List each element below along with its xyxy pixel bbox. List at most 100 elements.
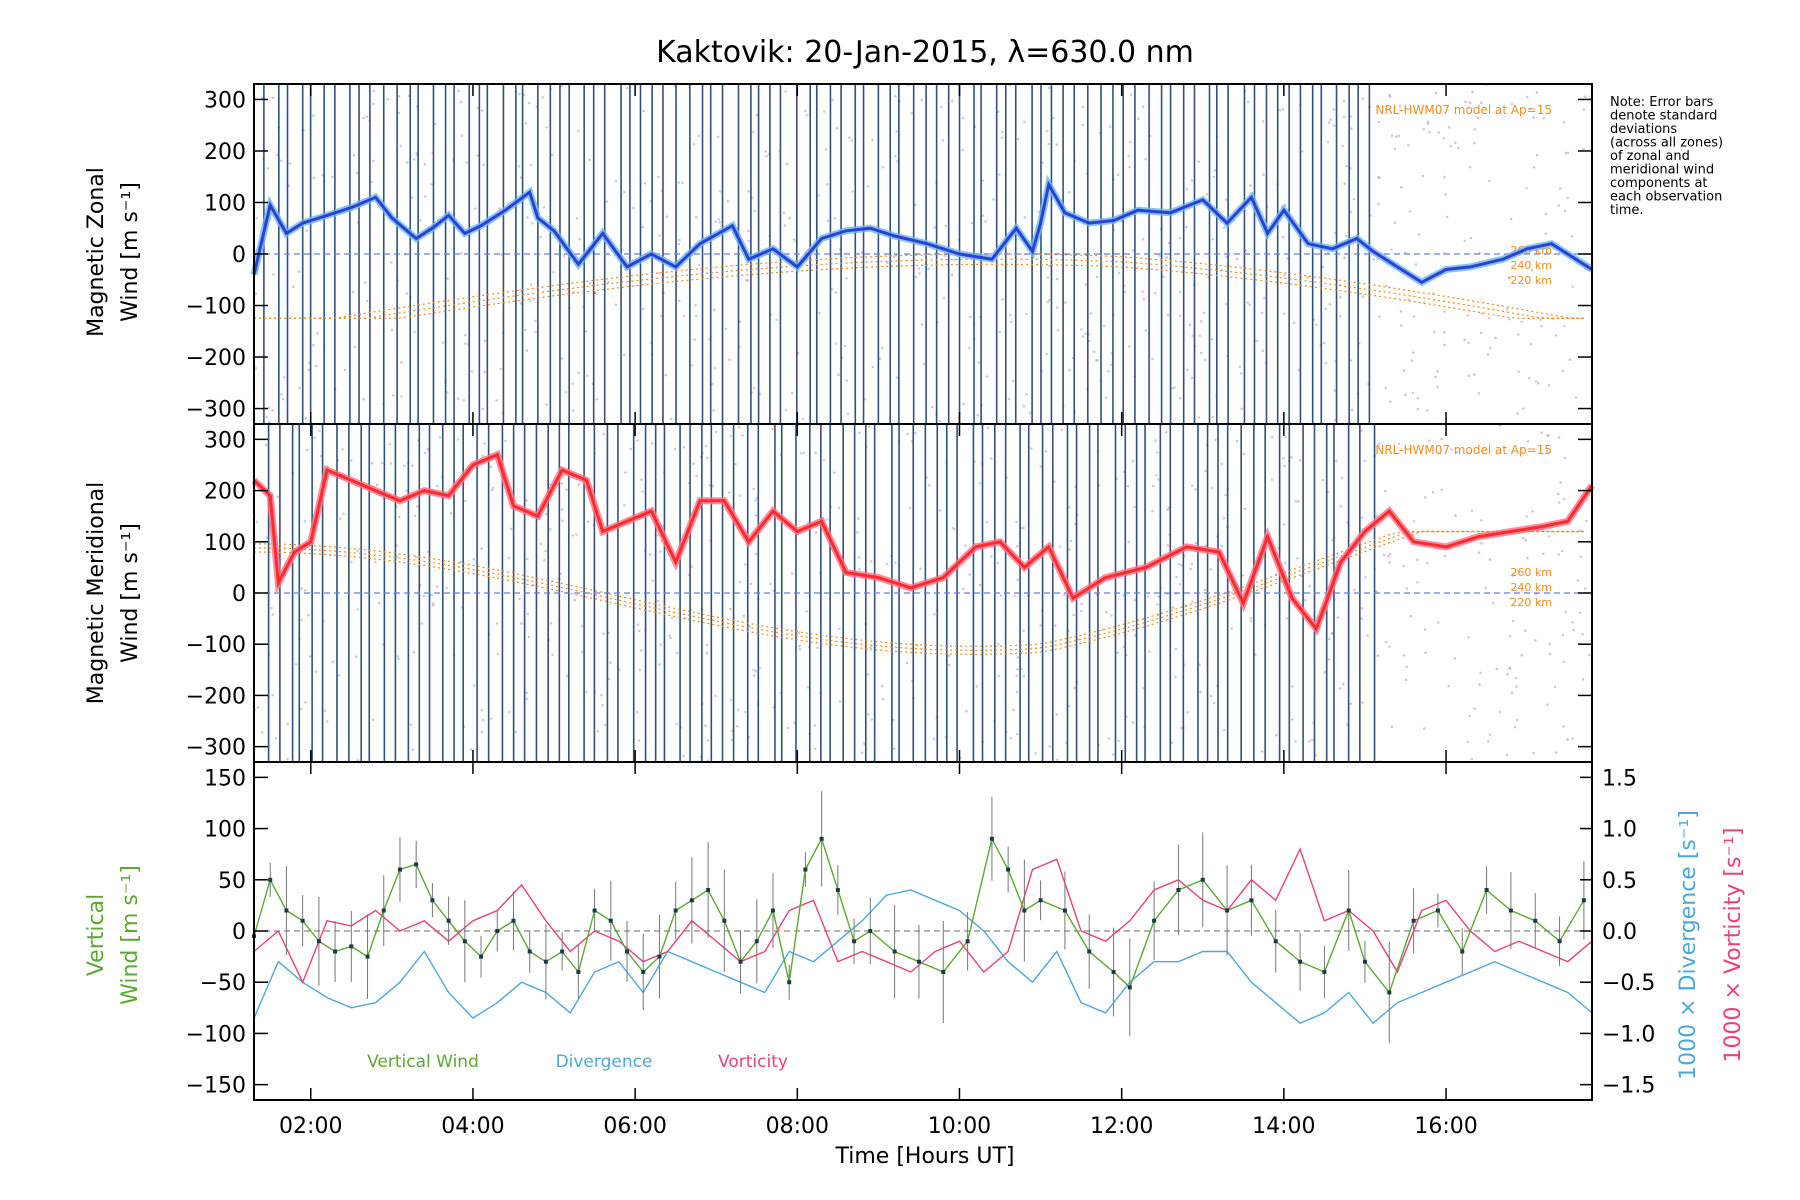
scatter-point	[406, 161, 409, 164]
scatter-point	[706, 739, 710, 742]
scatter-point	[397, 95, 401, 98]
scatter-point	[1034, 752, 1037, 755]
scatter-point	[1378, 442, 1381, 446]
scatter-point	[1524, 539, 1528, 542]
scatter-point	[1491, 602, 1495, 605]
vertical-wind-point	[1006, 867, 1011, 872]
vertical-wind-point	[511, 918, 516, 923]
scatter-point	[1522, 536, 1525, 540]
scatter-point	[1433, 330, 1436, 334]
scatter-point	[1332, 108, 1336, 111]
scatter-point	[431, 602, 435, 605]
scatter-point	[641, 225, 644, 229]
scatter-point	[1214, 438, 1217, 442]
scatter-point	[551, 653, 554, 657]
scatter-point	[1151, 509, 1154, 513]
scatter-point	[651, 579, 654, 582]
scatter-point	[914, 203, 917, 206]
scatter-point	[1022, 526, 1026, 530]
scatter-point	[833, 217, 836, 220]
scatter-point	[1382, 553, 1386, 557]
scatter-point	[1424, 651, 1427, 654]
scatter-point	[1055, 713, 1058, 716]
scatter-point	[1479, 519, 1483, 522]
scatter-point	[918, 272, 921, 275]
scatter-point	[1127, 154, 1130, 158]
scatter-point	[1341, 144, 1345, 148]
scatter-point	[356, 608, 359, 611]
scatter-point	[1571, 620, 1574, 624]
scatter-point	[866, 185, 870, 188]
y-tick-label: −200	[186, 346, 246, 371]
scatter-point	[1322, 341, 1326, 345]
scatter-point	[1515, 718, 1519, 722]
vertical-wind-point	[803, 867, 808, 872]
vertical-wind-point	[868, 929, 873, 933]
scatter-point	[917, 267, 921, 270]
scatter-point	[286, 722, 289, 726]
scatter-point	[388, 443, 392, 446]
vertical-wind-point	[608, 918, 613, 923]
scatter-point	[372, 102, 375, 106]
scatter-point	[1102, 324, 1106, 328]
scatter-point	[1434, 91, 1438, 95]
vertical-wind-point	[1362, 959, 1367, 964]
scatter-point	[752, 668, 755, 672]
scatter-point	[986, 426, 990, 430]
scatter-point	[1308, 739, 1311, 743]
scatter-point	[412, 158, 416, 161]
scatter-point	[1542, 116, 1546, 120]
scatter-point	[1111, 753, 1115, 756]
scatter-point	[1240, 372, 1243, 375]
scatter-point	[499, 367, 503, 371]
scatter-point	[1480, 312, 1483, 315]
y-tick-label: 50	[218, 869, 246, 894]
scatter-point	[527, 635, 531, 639]
scatter-point	[996, 643, 1000, 646]
scatter-point	[673, 447, 677, 451]
scatter-point	[1566, 196, 1569, 200]
scatter-point	[1470, 757, 1474, 761]
scatter-point	[784, 90, 787, 93]
scatter-point	[525, 499, 528, 502]
scatter-point	[1508, 635, 1512, 638]
scatter-point	[1526, 440, 1530, 443]
scatter-point	[1534, 380, 1538, 383]
scatter-point	[905, 661, 909, 665]
scatter-point	[1197, 416, 1201, 419]
scatter-point	[1372, 258, 1375, 261]
scatter-point	[968, 346, 971, 350]
scatter-point	[422, 594, 426, 597]
scatter-point	[1508, 276, 1511, 280]
y-tick-label: −50	[200, 971, 246, 996]
y-tick-label: 100	[204, 531, 246, 556]
scatter-point	[405, 489, 409, 492]
scatter-point	[1047, 142, 1050, 146]
scatter-point	[435, 585, 439, 588]
vertical-wind-point	[576, 969, 581, 974]
scatter-point	[1178, 314, 1182, 318]
scatter-point	[1390, 134, 1394, 138]
scatter-point	[717, 218, 720, 221]
scatter-point	[677, 181, 680, 184]
scatter-point	[1275, 733, 1278, 737]
scatter-point	[351, 290, 355, 294]
x-tick-label: 04:00	[441, 1114, 504, 1139]
note-line: (across all zones)	[1610, 136, 1723, 151]
scatter-point	[1230, 627, 1233, 630]
scatter-point	[1110, 614, 1113, 617]
scatter-point	[321, 173, 324, 177]
scatter-point	[1210, 337, 1214, 341]
scatter-point	[1060, 428, 1063, 432]
scatter-point	[470, 370, 474, 373]
scatter-point	[1531, 510, 1534, 513]
scatter-point	[1466, 740, 1470, 744]
scatter-point	[1261, 750, 1264, 753]
scatter-point	[1001, 298, 1004, 301]
vertical-wind-point	[592, 908, 597, 913]
scatter-point	[1360, 617, 1364, 620]
scatter-point	[1194, 541, 1197, 545]
vertical-wind-point	[1298, 959, 1303, 964]
scatter-point	[1203, 358, 1207, 362]
scatter-point	[1509, 217, 1513, 221]
